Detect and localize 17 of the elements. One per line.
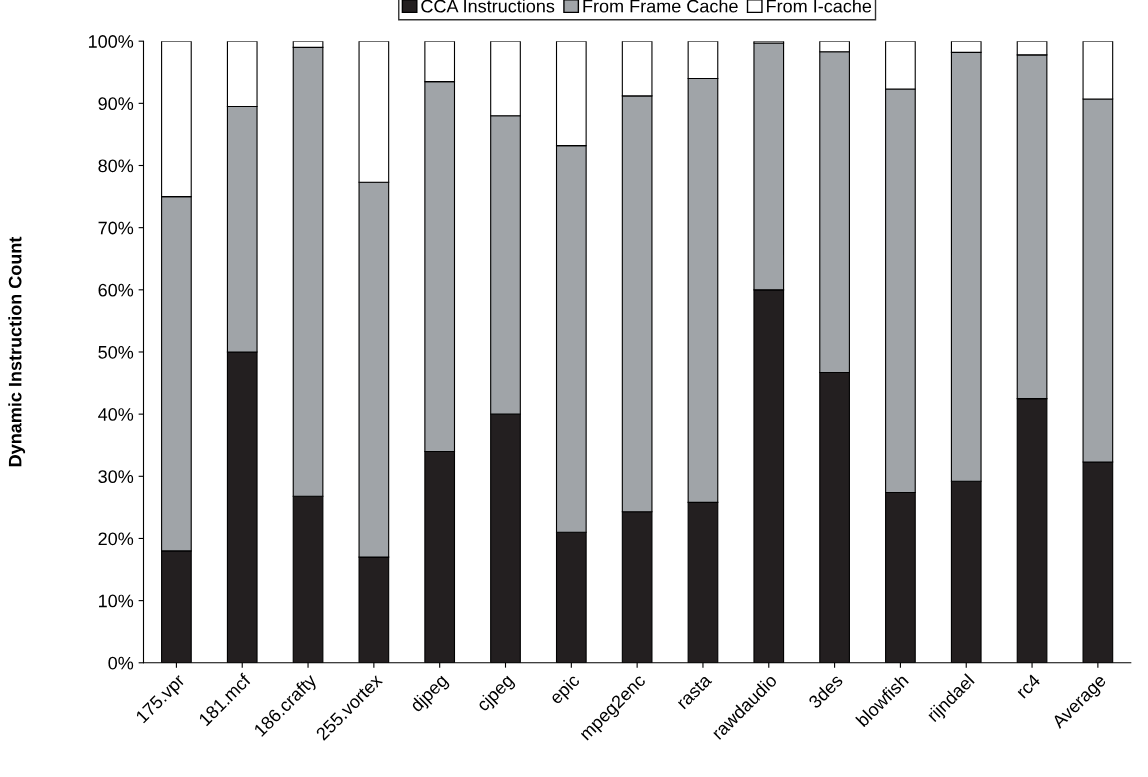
y-tick-label: 60% (98, 283, 134, 297)
y-tick-label: 70% (98, 221, 134, 235)
y-tick-label: 50% (98, 345, 134, 359)
x-tick-label: epic (550, 675, 581, 705)
legend-label: From I-cache (767, 0, 872, 13)
legend-label: CCA Instructions (421, 0, 555, 13)
y-tick-label: 20% (98, 532, 134, 546)
y-tick-label: 10% (99, 594, 134, 608)
x-tick-label: rc4 (1015, 673, 1042, 699)
y-axis-title: Dynamic Instruction Count (8, 236, 26, 467)
legend-label: From Frame Cache (583, 0, 738, 13)
y-tick-label: 40% (98, 408, 134, 421)
y-tick-label: 80% (98, 159, 134, 173)
y-tick-label: 30% (98, 470, 134, 484)
y-tick-label: 100% (88, 35, 134, 48)
y-tick-label: 0% (108, 656, 134, 670)
y-tick-label: 90% (98, 97, 134, 111)
